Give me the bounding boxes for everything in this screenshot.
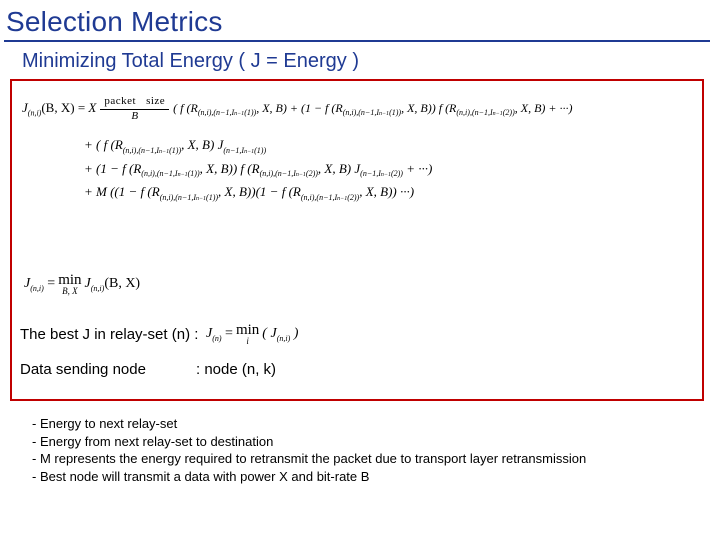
note-item: - M represents the energy required to re… [32,450,710,468]
best-rhs-sub: (n,i) [277,334,291,343]
min-operator-bx: min B, X [58,273,81,296]
note-item: - Energy to next relay-set [32,415,710,433]
formula-lhs-args: (B, X) [41,100,74,115]
subtitle: Minimizing Total Energy ( J = Energy ) [22,50,710,73]
best-j-label: The best J in relay-set (n) : [20,326,206,343]
min-operator-i: min i [236,323,259,346]
sending-value: : node (n, k) [196,361,276,378]
note-item: - Energy from next relay-set to destinat… [32,433,710,451]
formula-line-4: + M ((1 − f (R(n,i),(n−1,In−1(1)), X, B)… [84,184,694,202]
slide-page: Selection Metrics Minimizing Total Energ… [0,0,720,540]
formula-box: J(n,i)(B, X) = X packetsize B ( f (R(n,i… [10,79,704,401]
frac-den: B [131,110,138,123]
best-under: i [246,337,249,346]
note-item: - Best node will transmit a data with po… [32,468,710,486]
min1-lhs-sub: (n,i) [30,284,44,293]
title-underline [4,40,710,42]
formula-lhs-sub: (n,i) [28,109,42,118]
notes-list: - Energy to next relay-set - Energy from… [32,415,710,485]
fraction: packet size B [100,96,169,122]
formula-line-2: + ( f (R(n,i),(n−1,In−1(1)), X, B) J(n−1… [84,137,694,155]
best-j-row: The best J in relay-set (n) : J(n) = min… [20,323,298,346]
min1-rhs-args: (B, X) [104,276,140,291]
formula-min-result: J(n,i) = min B, X J(n,i)(B, X) [24,273,140,296]
frac-num-1: packet [104,95,136,107]
min1-rhs-sub: (n,i) [91,284,105,293]
sending-label: Data sending node [20,361,196,378]
sending-node-row: Data sending node : node (n, k) [20,361,276,378]
formula-line-1: J(n,i)(B, X) = X packetsize B ( f (R(n,i… [22,89,694,129]
min1-under: B, X [62,287,78,296]
page-title: Selection Metrics [6,6,710,38]
formula-line-3: + (1 − f (R(n,i),(n−1,In−1(1)), X, B)) f… [84,161,694,179]
frac-num-2: size [146,95,165,107]
